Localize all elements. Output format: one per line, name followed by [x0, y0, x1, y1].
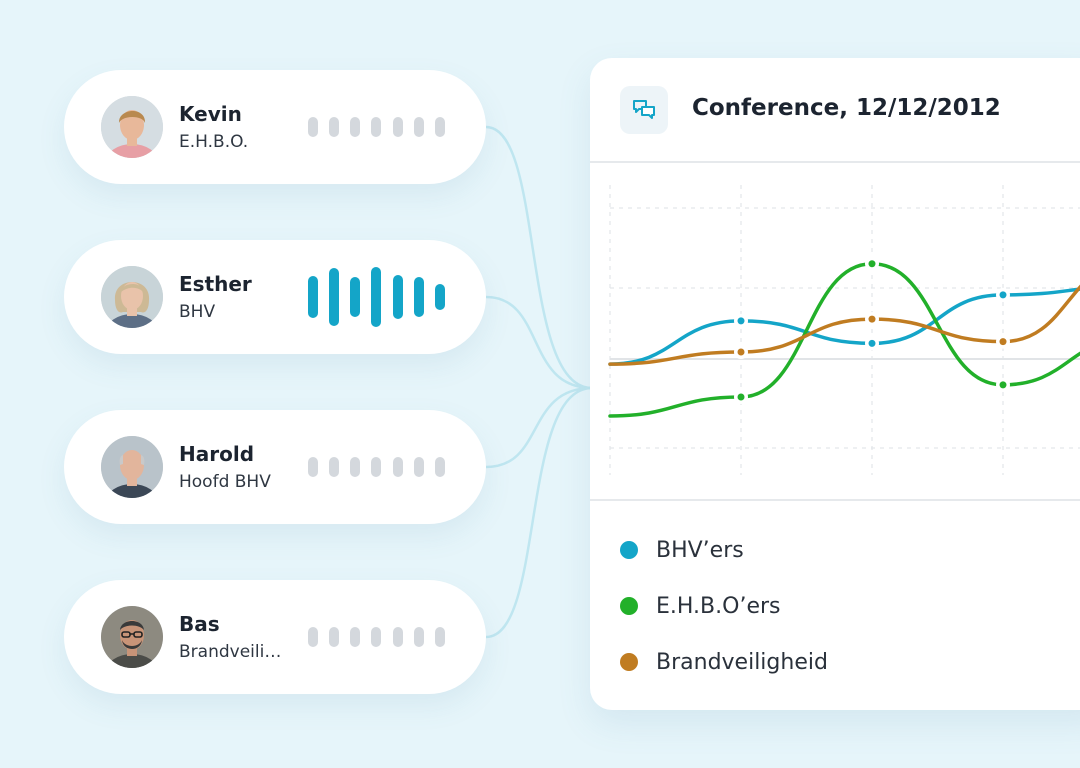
contact-card-esther[interactable]: Esther BHV — [64, 240, 486, 354]
connector-esther — [485, 295, 593, 390]
audio-wave-idle — [308, 607, 448, 667]
data-point — [999, 338, 1007, 346]
avatar — [101, 606, 163, 668]
avatar — [101, 436, 163, 498]
legend-item: E.H.B.O’ers — [620, 591, 780, 621]
connector-bas — [485, 386, 593, 639]
data-point — [737, 348, 745, 356]
contact-name: Esther — [179, 272, 252, 296]
avatar-portrait — [101, 266, 163, 328]
legend-dot — [620, 541, 638, 559]
contact-role: Brandveiligheid — [179, 642, 289, 662]
avatar-portrait — [101, 96, 163, 158]
legend-label: BHV’ers — [656, 537, 744, 563]
data-point — [737, 317, 745, 325]
data-point — [868, 315, 876, 323]
chart-legend: BHV’ers E.H.B.O’ers Brandveiligheid — [590, 499, 1080, 710]
contact-name: Bas — [179, 612, 220, 636]
legend-label: E.H.B.O’ers — [656, 593, 781, 619]
panel-header: Conference, 12/12/2012 — [590, 58, 1080, 163]
audio-wave-active — [308, 267, 448, 327]
contact-role: E.H.B.O. — [179, 132, 249, 152]
avatar-portrait — [101, 436, 163, 498]
contact-card-kevin[interactable]: Kevin E.H.B.O. — [64, 70, 486, 184]
connector-kevin — [485, 125, 593, 390]
legend-label: Brandveiligheid — [656, 649, 828, 675]
legend-item: Brandveiligheid — [620, 647, 828, 677]
data-point — [868, 339, 876, 347]
legend-item: BHV’ers — [620, 535, 744, 565]
avatar — [101, 266, 163, 328]
avatar — [101, 96, 163, 158]
legend-dot — [620, 597, 638, 615]
contact-name: Kevin — [179, 102, 242, 126]
audio-wave-idle — [308, 97, 448, 157]
chart-area — [590, 163, 1080, 499]
line-chart — [608, 185, 1080, 475]
contact-role: Hoofd BHV — [179, 472, 271, 492]
contact-role: BHV — [179, 302, 216, 322]
legend-dot — [620, 653, 638, 671]
contact-card-bas[interactable]: Bas Brandveiligheid — [64, 580, 486, 694]
audio-wave-idle — [308, 437, 448, 497]
chat-bubbles-icon[interactable] — [620, 86, 668, 134]
avatar-portrait — [101, 606, 163, 668]
data-point — [868, 260, 876, 268]
series-line — [608, 284, 1080, 366]
contact-name: Harold — [179, 442, 255, 466]
chart-grid — [609, 185, 1080, 475]
conference-panel: Conference, 12/12/2012 BHV’ers E.H.B.O’e… — [590, 58, 1080, 710]
connector-harold — [485, 386, 593, 469]
data-point — [737, 393, 745, 401]
contact-card-harold[interactable]: Harold Hoofd BHV — [64, 410, 486, 524]
series-line — [608, 287, 1080, 366]
panel-title: Conference, 12/12/2012 — [692, 95, 1001, 121]
data-point — [999, 291, 1007, 299]
data-point — [999, 381, 1007, 389]
